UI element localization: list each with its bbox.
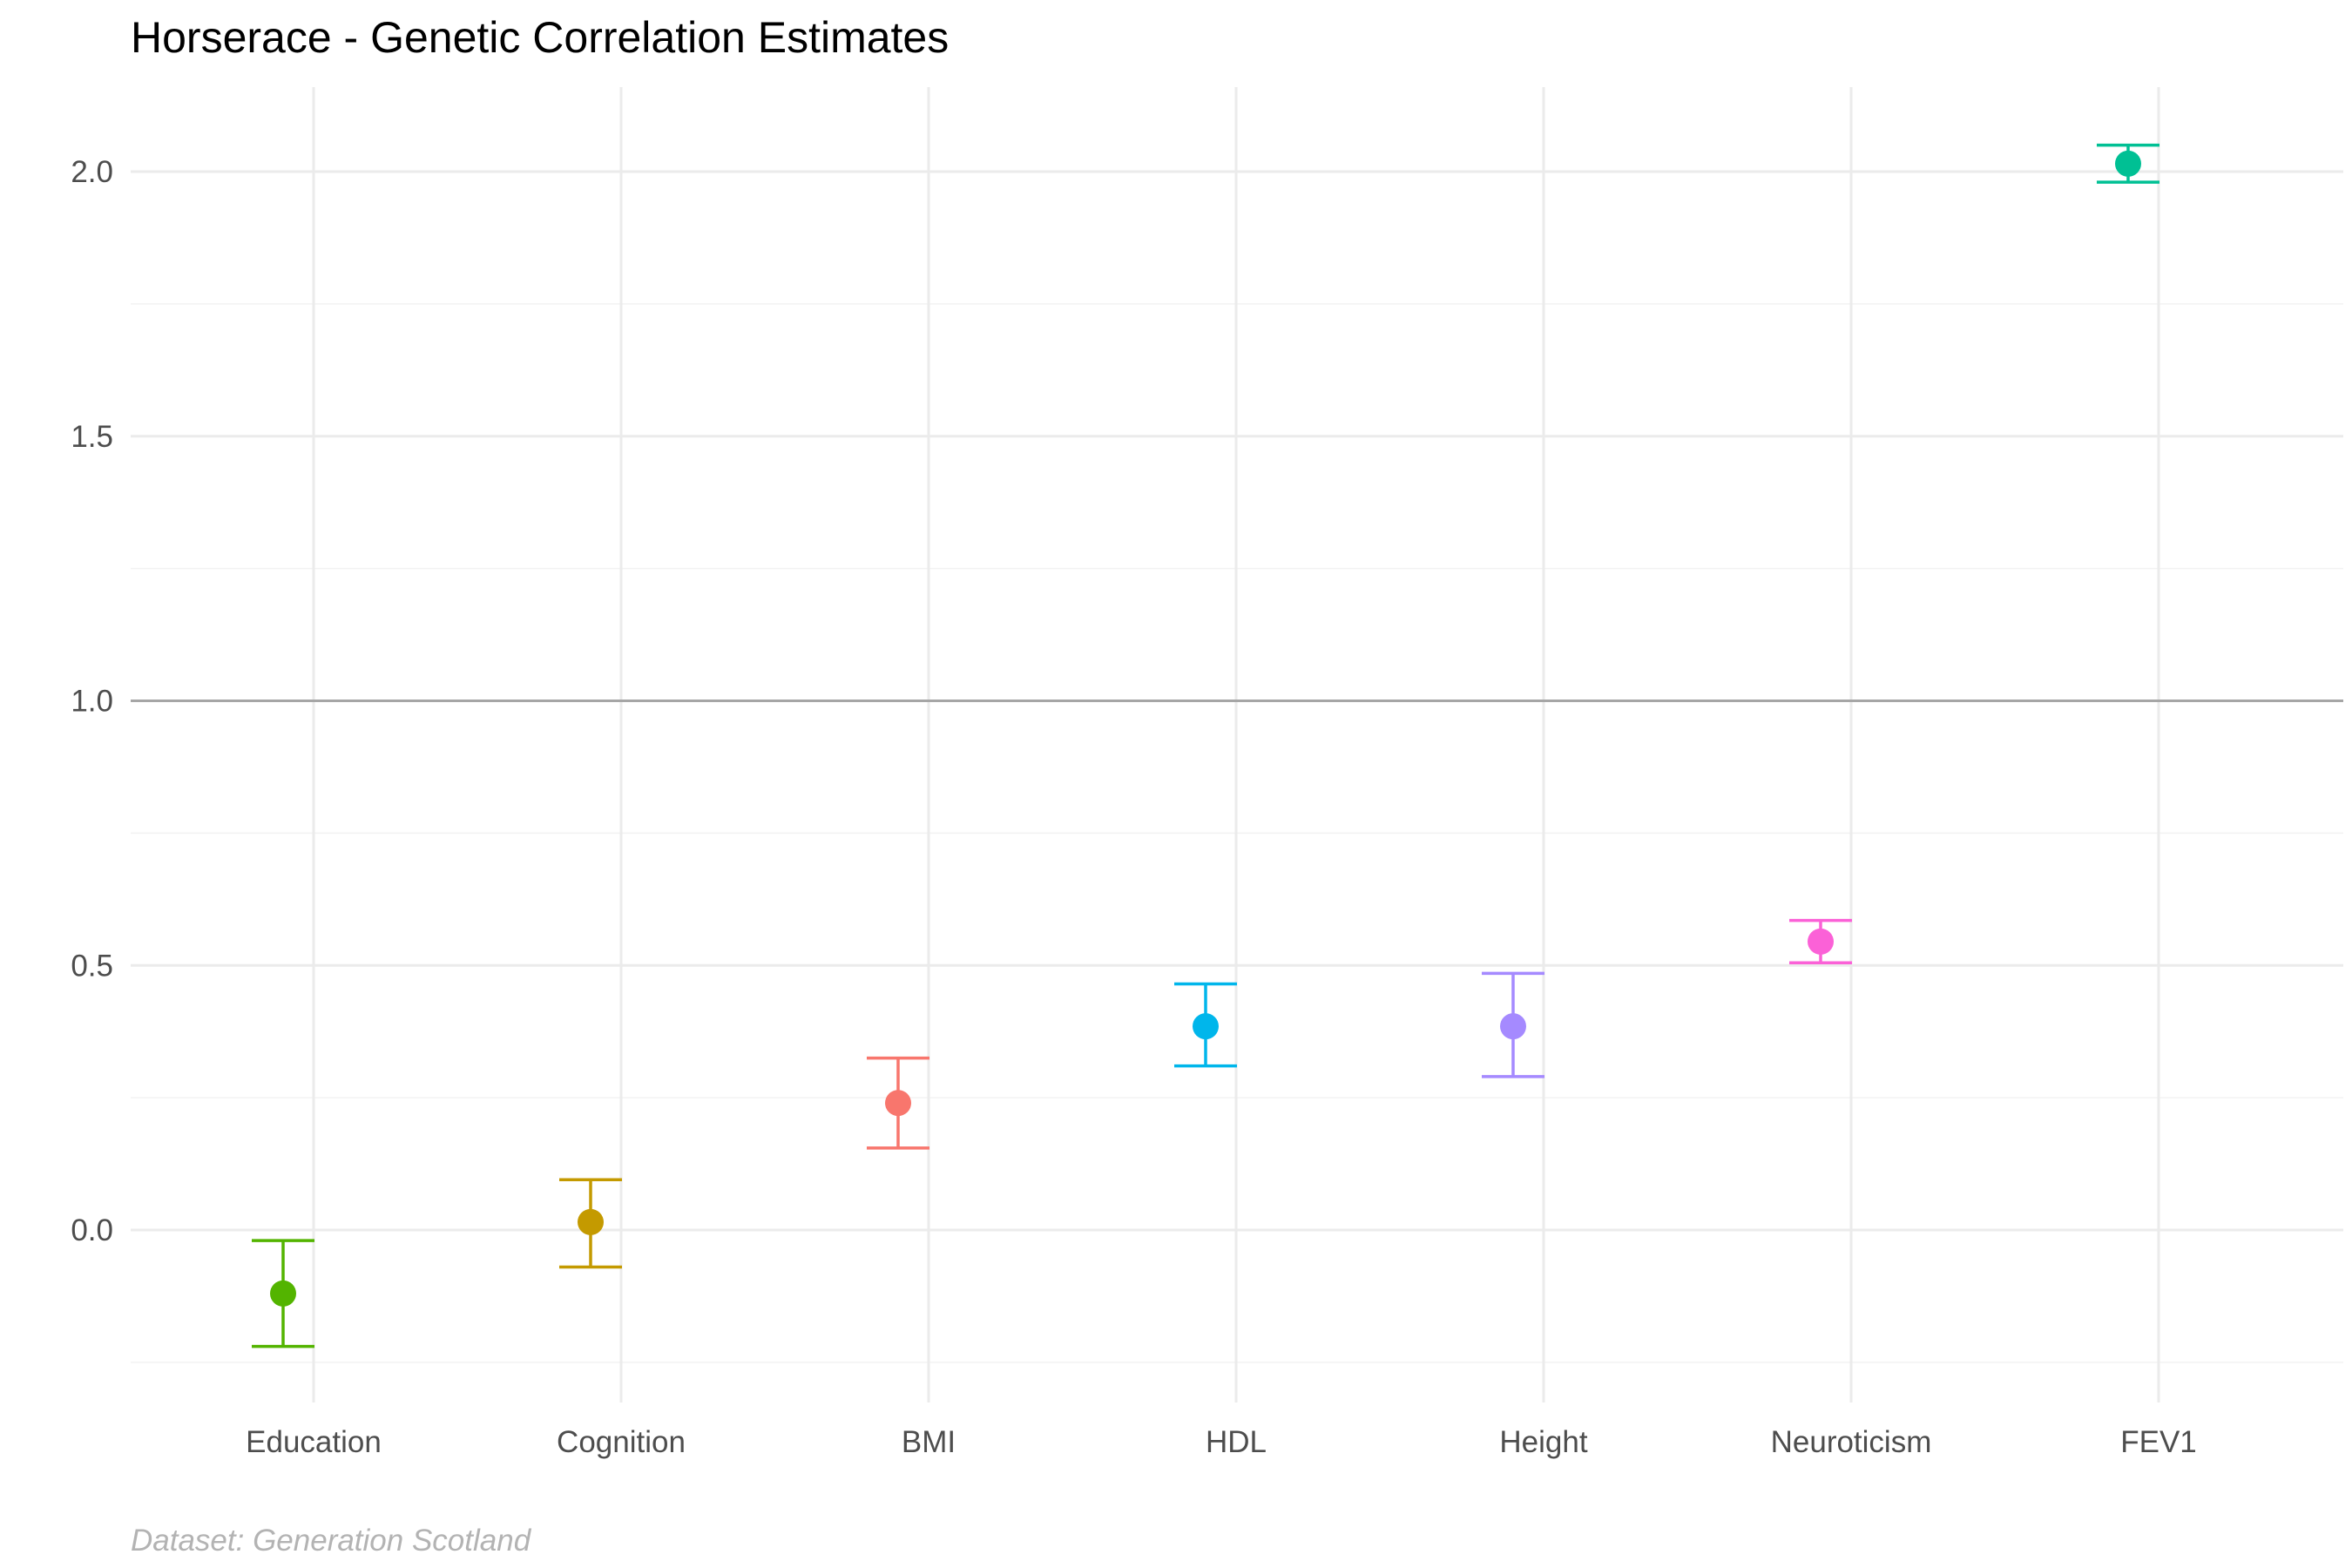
data-point bbox=[885, 1090, 911, 1117]
x-tick-label: Cognition bbox=[557, 1425, 686, 1459]
data-marks bbox=[252, 143, 2159, 1348]
y-axis: 0.0 0.5 1.0 1.5 2.0 bbox=[71, 155, 113, 1247]
x-axis: Education Cognition BMI HDL Height Neuroticis… bbox=[246, 1425, 2197, 1459]
data-point bbox=[1500, 1013, 1526, 1040]
x-tick-label: FEV1 bbox=[2120, 1425, 2197, 1459]
y-tick-label: 1.5 bbox=[71, 420, 113, 454]
point-group-cognition bbox=[559, 1178, 622, 1269]
data-point bbox=[578, 1208, 604, 1235]
data-point bbox=[2115, 150, 2141, 177]
y-tick-label: 1.0 bbox=[71, 685, 113, 719]
data-point bbox=[1808, 928, 1834, 955]
point-group-fev1 bbox=[2097, 143, 2159, 184]
data-point bbox=[270, 1280, 296, 1307]
x-tick-label: Education bbox=[246, 1425, 382, 1459]
grid bbox=[131, 87, 2343, 1402]
x-tick-label: BMI bbox=[902, 1425, 956, 1459]
x-tick-label: Neuroticism bbox=[1771, 1425, 1932, 1459]
point-group-height bbox=[1482, 971, 1544, 1078]
point-group-hdl bbox=[1174, 982, 1237, 1068]
chart-title: Horserace - Genetic Correlation Estimate… bbox=[131, 13, 949, 62]
point-group-education bbox=[252, 1239, 314, 1348]
y-tick-label: 0.0 bbox=[71, 1213, 113, 1247]
point-group-bmi bbox=[867, 1056, 929, 1150]
y-tick-label: 0.5 bbox=[71, 949, 113, 983]
data-point bbox=[1193, 1013, 1219, 1040]
x-tick-label: Height bbox=[1499, 1425, 1587, 1459]
x-tick-label: HDL bbox=[1206, 1425, 1267, 1459]
chart-caption: Dataset: Generation Scotland bbox=[131, 1524, 532, 1558]
point-group-neuroticism bbox=[1789, 918, 1852, 964]
y-tick-label: 2.0 bbox=[71, 155, 113, 189]
